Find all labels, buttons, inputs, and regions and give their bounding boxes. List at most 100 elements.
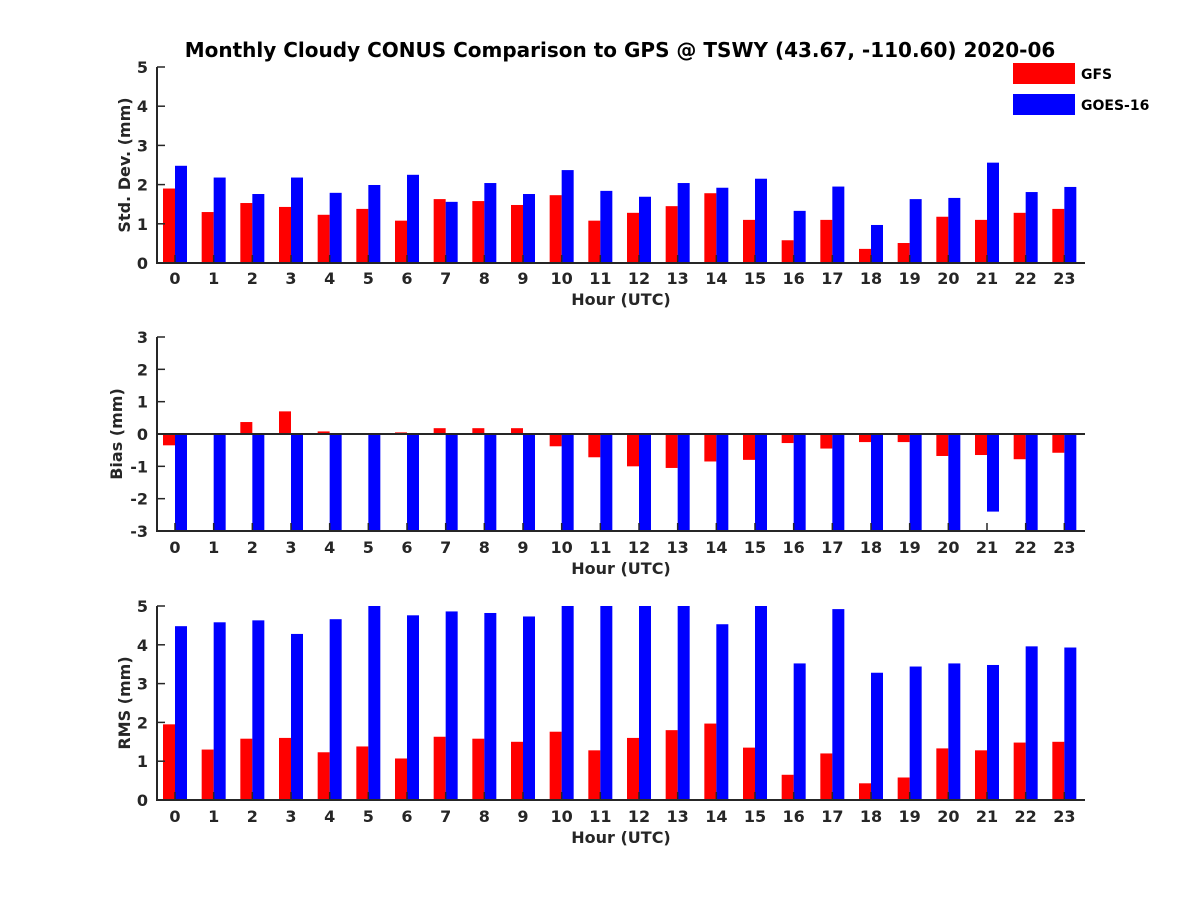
- bar-gfs-hour-3: [279, 206, 291, 263]
- bar-gfs-hour-0: [163, 188, 175, 263]
- x-tick-label: 9: [517, 807, 528, 826]
- bar-goes-16-hour-0: [175, 165, 187, 263]
- bar-goes-16-hour-1: [213, 434, 226, 531]
- bar-goes-16-hour-16: [793, 663, 806, 800]
- bar-gfs-hour-8: [472, 201, 485, 263]
- bar-goes-16-hour-1: [213, 622, 226, 800]
- x-tick-label: 16: [783, 269, 805, 288]
- bar-gfs-hour-22: [1013, 742, 1026, 800]
- series-gfs: [163, 723, 1065, 800]
- bar-gfs-hour-20: [936, 434, 949, 456]
- y-tick-label: 2: [137, 360, 148, 379]
- x-tick-label: 21: [976, 807, 998, 826]
- y-tick-label: -2: [130, 490, 148, 509]
- x-tick-label: 1: [208, 807, 219, 826]
- series-gfs: [163, 188, 1065, 263]
- x-tick-label: 7: [440, 538, 451, 557]
- bar-goes-16-hour-11: [600, 606, 613, 800]
- chart-title: Monthly Cloudy CONUS Comparison to GPS @…: [185, 38, 1056, 62]
- bar-goes-16-hour-7: [445, 611, 458, 800]
- y-tick-label: 3: [137, 136, 148, 155]
- x-tick-label: 6: [401, 538, 412, 557]
- y-tick-label: 2: [137, 176, 148, 195]
- x-tick-label: 23: [1053, 538, 1075, 557]
- x-tick-label: 14: [705, 807, 727, 826]
- bar-goes-16-hour-10: [561, 170, 574, 263]
- y-tick-label: 1: [137, 215, 148, 234]
- bar-goes-16-hour-4: [329, 192, 342, 263]
- x-tick-label: 9: [517, 269, 528, 288]
- bar-goes-16-hour-21: [987, 162, 999, 263]
- legend-label-gfs: GFS: [1081, 67, 1112, 83]
- x-tick-label: 12: [628, 807, 650, 826]
- bar-goes-16-hour-13: [677, 606, 690, 800]
- bar-goes-16-hour-10: [561, 434, 574, 531]
- bar-gfs-hour-18: [859, 248, 871, 263]
- bar-goes-16-hour-14: [716, 624, 729, 800]
- x-tick-label: 10: [551, 538, 573, 557]
- bar-goes-16-hour-8: [484, 183, 497, 263]
- bar-gfs-hour-2: [240, 422, 253, 434]
- x-tick-label: 2: [247, 538, 258, 557]
- bar-goes-16-hour-0: [175, 434, 187, 531]
- bar-goes-16-hour-8: [484, 612, 497, 800]
- x-tick-label: 3: [285, 807, 296, 826]
- bar-goes-16-hour-17: [832, 609, 845, 800]
- bar-gfs-hour-2: [240, 738, 253, 800]
- bar-goes-16-hour-22: [1025, 434, 1038, 531]
- bar-gfs-hour-4: [317, 431, 330, 434]
- bar-goes-16-hour-15: [755, 178, 767, 263]
- bar-gfs-hour-10: [549, 195, 562, 263]
- x-tick-label: 12: [628, 538, 650, 557]
- x-tick-label: 16: [783, 538, 805, 557]
- bar-gfs-hour-15: [743, 434, 755, 460]
- bar-goes-16-hour-14: [716, 434, 729, 531]
- bar-goes-16-hour-18: [871, 434, 883, 531]
- bar-goes-16-hour-17: [832, 186, 845, 263]
- series-gfs: [163, 411, 1065, 468]
- bar-goes-16-hour-23: [1064, 647, 1077, 800]
- x-tick-label: 11: [589, 269, 611, 288]
- legend: GFS GOES-16: [1013, 63, 1149, 115]
- bar-goes-16-hour-4: [329, 434, 342, 531]
- x-tick-label: 9: [517, 538, 528, 557]
- bar-gfs-hour-15: [743, 219, 755, 263]
- bar-goes-16-hour-16: [793, 434, 806, 531]
- bar-gfs-hour-14: [704, 723, 717, 800]
- bar-gfs-hour-19: [897, 434, 910, 443]
- y-tick-label: 1: [137, 752, 148, 771]
- bar-gfs-hour-18: [859, 434, 871, 443]
- bar-gfs-hour-22: [1013, 212, 1026, 263]
- x-axis-label: Hour (UTC): [571, 290, 671, 309]
- x-tick-label: 17: [821, 269, 843, 288]
- bar-goes-16-hour-15: [755, 606, 767, 800]
- y-tick-label: 1: [137, 393, 148, 412]
- bar-goes-16-hour-22: [1025, 646, 1038, 800]
- bar-gfs-hour-14: [704, 434, 717, 462]
- bar-goes-16-hour-6: [407, 434, 419, 531]
- y-axis-label: RMS (mm): [115, 656, 134, 749]
- x-tick-label: 5: [363, 538, 374, 557]
- bar-goes-16-hour-20: [948, 434, 961, 531]
- x-tick-label: 5: [363, 269, 374, 288]
- x-tick-label: 15: [744, 269, 766, 288]
- x-tick-label: 2: [247, 269, 258, 288]
- y-tick-label: 5: [137, 597, 148, 616]
- y-tick-label: -1: [130, 457, 148, 476]
- bar-goes-16-hour-20: [948, 197, 961, 263]
- bar-gfs-hour-11: [588, 220, 601, 263]
- bar-goes-16-hour-3: [291, 177, 303, 263]
- x-tick-label: 14: [705, 538, 727, 557]
- bar-gfs-hour-19: [897, 777, 910, 800]
- bar-goes-16-hour-2: [252, 620, 265, 800]
- bar-goes-16-hour-7: [445, 434, 458, 531]
- x-tick-label: 13: [667, 807, 689, 826]
- bar-gfs-hour-13: [665, 206, 678, 263]
- x-tick-label: 19: [899, 538, 921, 557]
- bar-gfs-hour-8: [472, 428, 485, 434]
- bar-gfs-hour-11: [588, 434, 601, 458]
- x-tick-label: 19: [899, 807, 921, 826]
- bar-gfs-hour-10: [549, 731, 562, 800]
- x-tick-label: 0: [169, 538, 180, 557]
